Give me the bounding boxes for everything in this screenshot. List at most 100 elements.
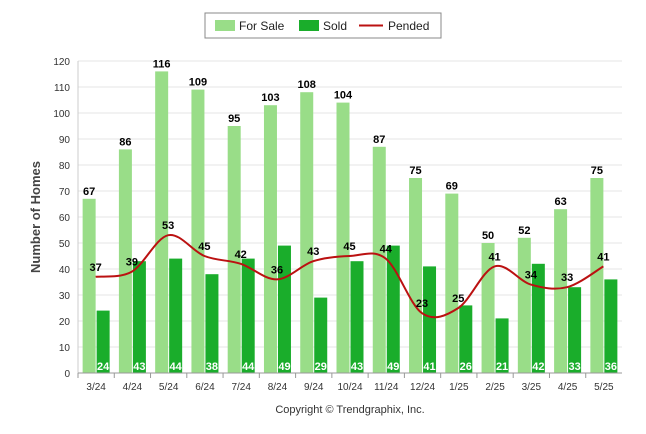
bar-sold (423, 266, 437, 373)
bar-for-sale (590, 178, 604, 373)
data-label-for-sale: 95 (228, 113, 240, 125)
y-axis-title: Number of Homes (28, 161, 43, 273)
legend-label-for-sale: For Sale (239, 19, 285, 33)
legend[interactable]: For Sale Sold Pended (204, 12, 442, 39)
data-label-pended: 37 (90, 262, 102, 274)
x-tick-label: 5/25 (594, 382, 614, 393)
x-tick-label: 12/24 (410, 382, 435, 393)
data-label-pended: 39 (126, 257, 138, 269)
bar-for-sale (372, 146, 386, 373)
x-tick-label: 5/24 (159, 382, 179, 393)
data-label-for-sale: 104 (334, 90, 353, 102)
data-label-sold: 41 (423, 361, 435, 373)
bar-for-sale (191, 89, 205, 373)
y-tick-label: 50 (59, 239, 71, 250)
x-tick-label: 11/24 (374, 382, 399, 393)
data-label-for-sale: 69 (446, 181, 458, 193)
y-tick-label: 20 (59, 317, 71, 328)
legend-item-pended[interactable]: Pended (359, 19, 429, 33)
data-label-for-sale: 52 (518, 225, 530, 237)
x-tick-label: 7/24 (231, 382, 251, 393)
bar-sold (350, 261, 364, 373)
legend-label-sold: Sold (323, 19, 347, 33)
legend-item-sold[interactable]: Sold (299, 19, 347, 33)
data-label-pended: 41 (488, 251, 500, 263)
bar-for-sale (554, 209, 568, 373)
legend-swatch-for-sale (215, 20, 235, 31)
y-tick-label: 10 (59, 343, 71, 354)
x-tick-label: 1/25 (449, 382, 469, 393)
data-label-sold: 38 (206, 361, 218, 373)
bar-sold (241, 258, 255, 373)
bar-sold (568, 287, 582, 373)
y-tick-label: 110 (54, 83, 70, 94)
copyright-footer: Copyright © Trendgraphix, Inc. (275, 404, 424, 416)
data-label-sold: 43 (133, 361, 145, 373)
bar-sold (205, 274, 219, 373)
legend-box (204, 12, 442, 39)
y-tick-label: 80 (59, 161, 71, 172)
data-label-sold: 29 (315, 361, 327, 373)
data-label-sold: 21 (496, 361, 508, 373)
data-label-pended: 53 (162, 220, 174, 232)
x-tick-label: 6/24 (195, 382, 215, 393)
data-label-sold: 44 (170, 361, 183, 373)
x-tick-label: 3/24 (86, 382, 106, 393)
x-tick-label: 3/25 (522, 382, 542, 393)
y-tick-label: 40 (59, 265, 71, 276)
y-tick-label: 120 (53, 57, 70, 68)
data-labels: 67 24 86 43 116 44 109 38 95 44 103 49 108 29 104 43 87 4… (83, 58, 617, 373)
bar-sold (132, 261, 146, 373)
data-label-sold: 33 (568, 361, 580, 373)
data-label-sold: 26 (460, 361, 472, 373)
legend-label-pended: Pended (388, 19, 429, 33)
bar-for-sale (227, 126, 241, 373)
data-label-sold: 49 (387, 361, 399, 373)
bar-sold (386, 245, 400, 373)
bars-for-sale (82, 71, 604, 374)
y-tick-label: 70 (59, 187, 71, 198)
y-axis: 0 10 20 30 40 50 60 70 80 90 100 110 120 (53, 57, 79, 380)
x-axis: 3/24 4/24 5/24 6/24 7/24 8/24 9/24 10/24 11/24 12… (77, 372, 622, 393)
pended-line-group (95, 234, 604, 319)
data-label-sold: 43 (351, 361, 363, 373)
bar-sold (169, 258, 183, 373)
y-tick-label: 100 (53, 109, 70, 120)
bar-for-sale (155, 71, 169, 374)
y-tick-label: 90 (59, 135, 71, 146)
legend-item-for-sale[interactable]: For Sale (215, 19, 285, 33)
data-label-sold: 24 (97, 361, 110, 373)
bar-for-sale (445, 193, 459, 373)
data-label-sold: 42 (532, 361, 544, 373)
data-label-pended: 33 (561, 272, 573, 284)
grid-lines (78, 60, 622, 374)
data-label-pended: 25 (452, 293, 464, 305)
data-label-for-sale: 87 (373, 134, 385, 146)
data-label-pended: 23 (416, 298, 428, 310)
bar-sold (277, 245, 291, 373)
data-label-for-sale: 116 (153, 58, 171, 70)
bar-for-sale (336, 102, 350, 373)
x-tick-label: 4/25 (558, 382, 578, 393)
bar-sold (314, 297, 328, 373)
x-tick-label: 2/25 (485, 382, 505, 393)
bar-for-sale (517, 237, 531, 373)
y-tick-label: 30 (59, 291, 71, 302)
legend-swatch-sold (299, 20, 319, 31)
data-label-for-sale: 75 (591, 165, 603, 177)
bar-for-sale (118, 149, 132, 373)
data-label-for-sale: 86 (119, 136, 131, 148)
bar-sold (604, 279, 618, 373)
data-label-for-sale: 67 (83, 186, 95, 198)
bar-sold (96, 310, 110, 373)
data-label-for-sale: 108 (298, 79, 316, 91)
data-label-sold: 36 (605, 361, 617, 373)
data-label-pended: 42 (235, 249, 247, 261)
x-tick-label: 10/24 (337, 382, 362, 393)
x-tick-label: 8/24 (268, 382, 288, 393)
data-label-for-sale: 103 (261, 92, 279, 104)
data-label-sold: 49 (278, 361, 290, 373)
data-label-pended: 36 (271, 264, 283, 276)
data-label-for-sale: 75 (409, 165, 421, 177)
